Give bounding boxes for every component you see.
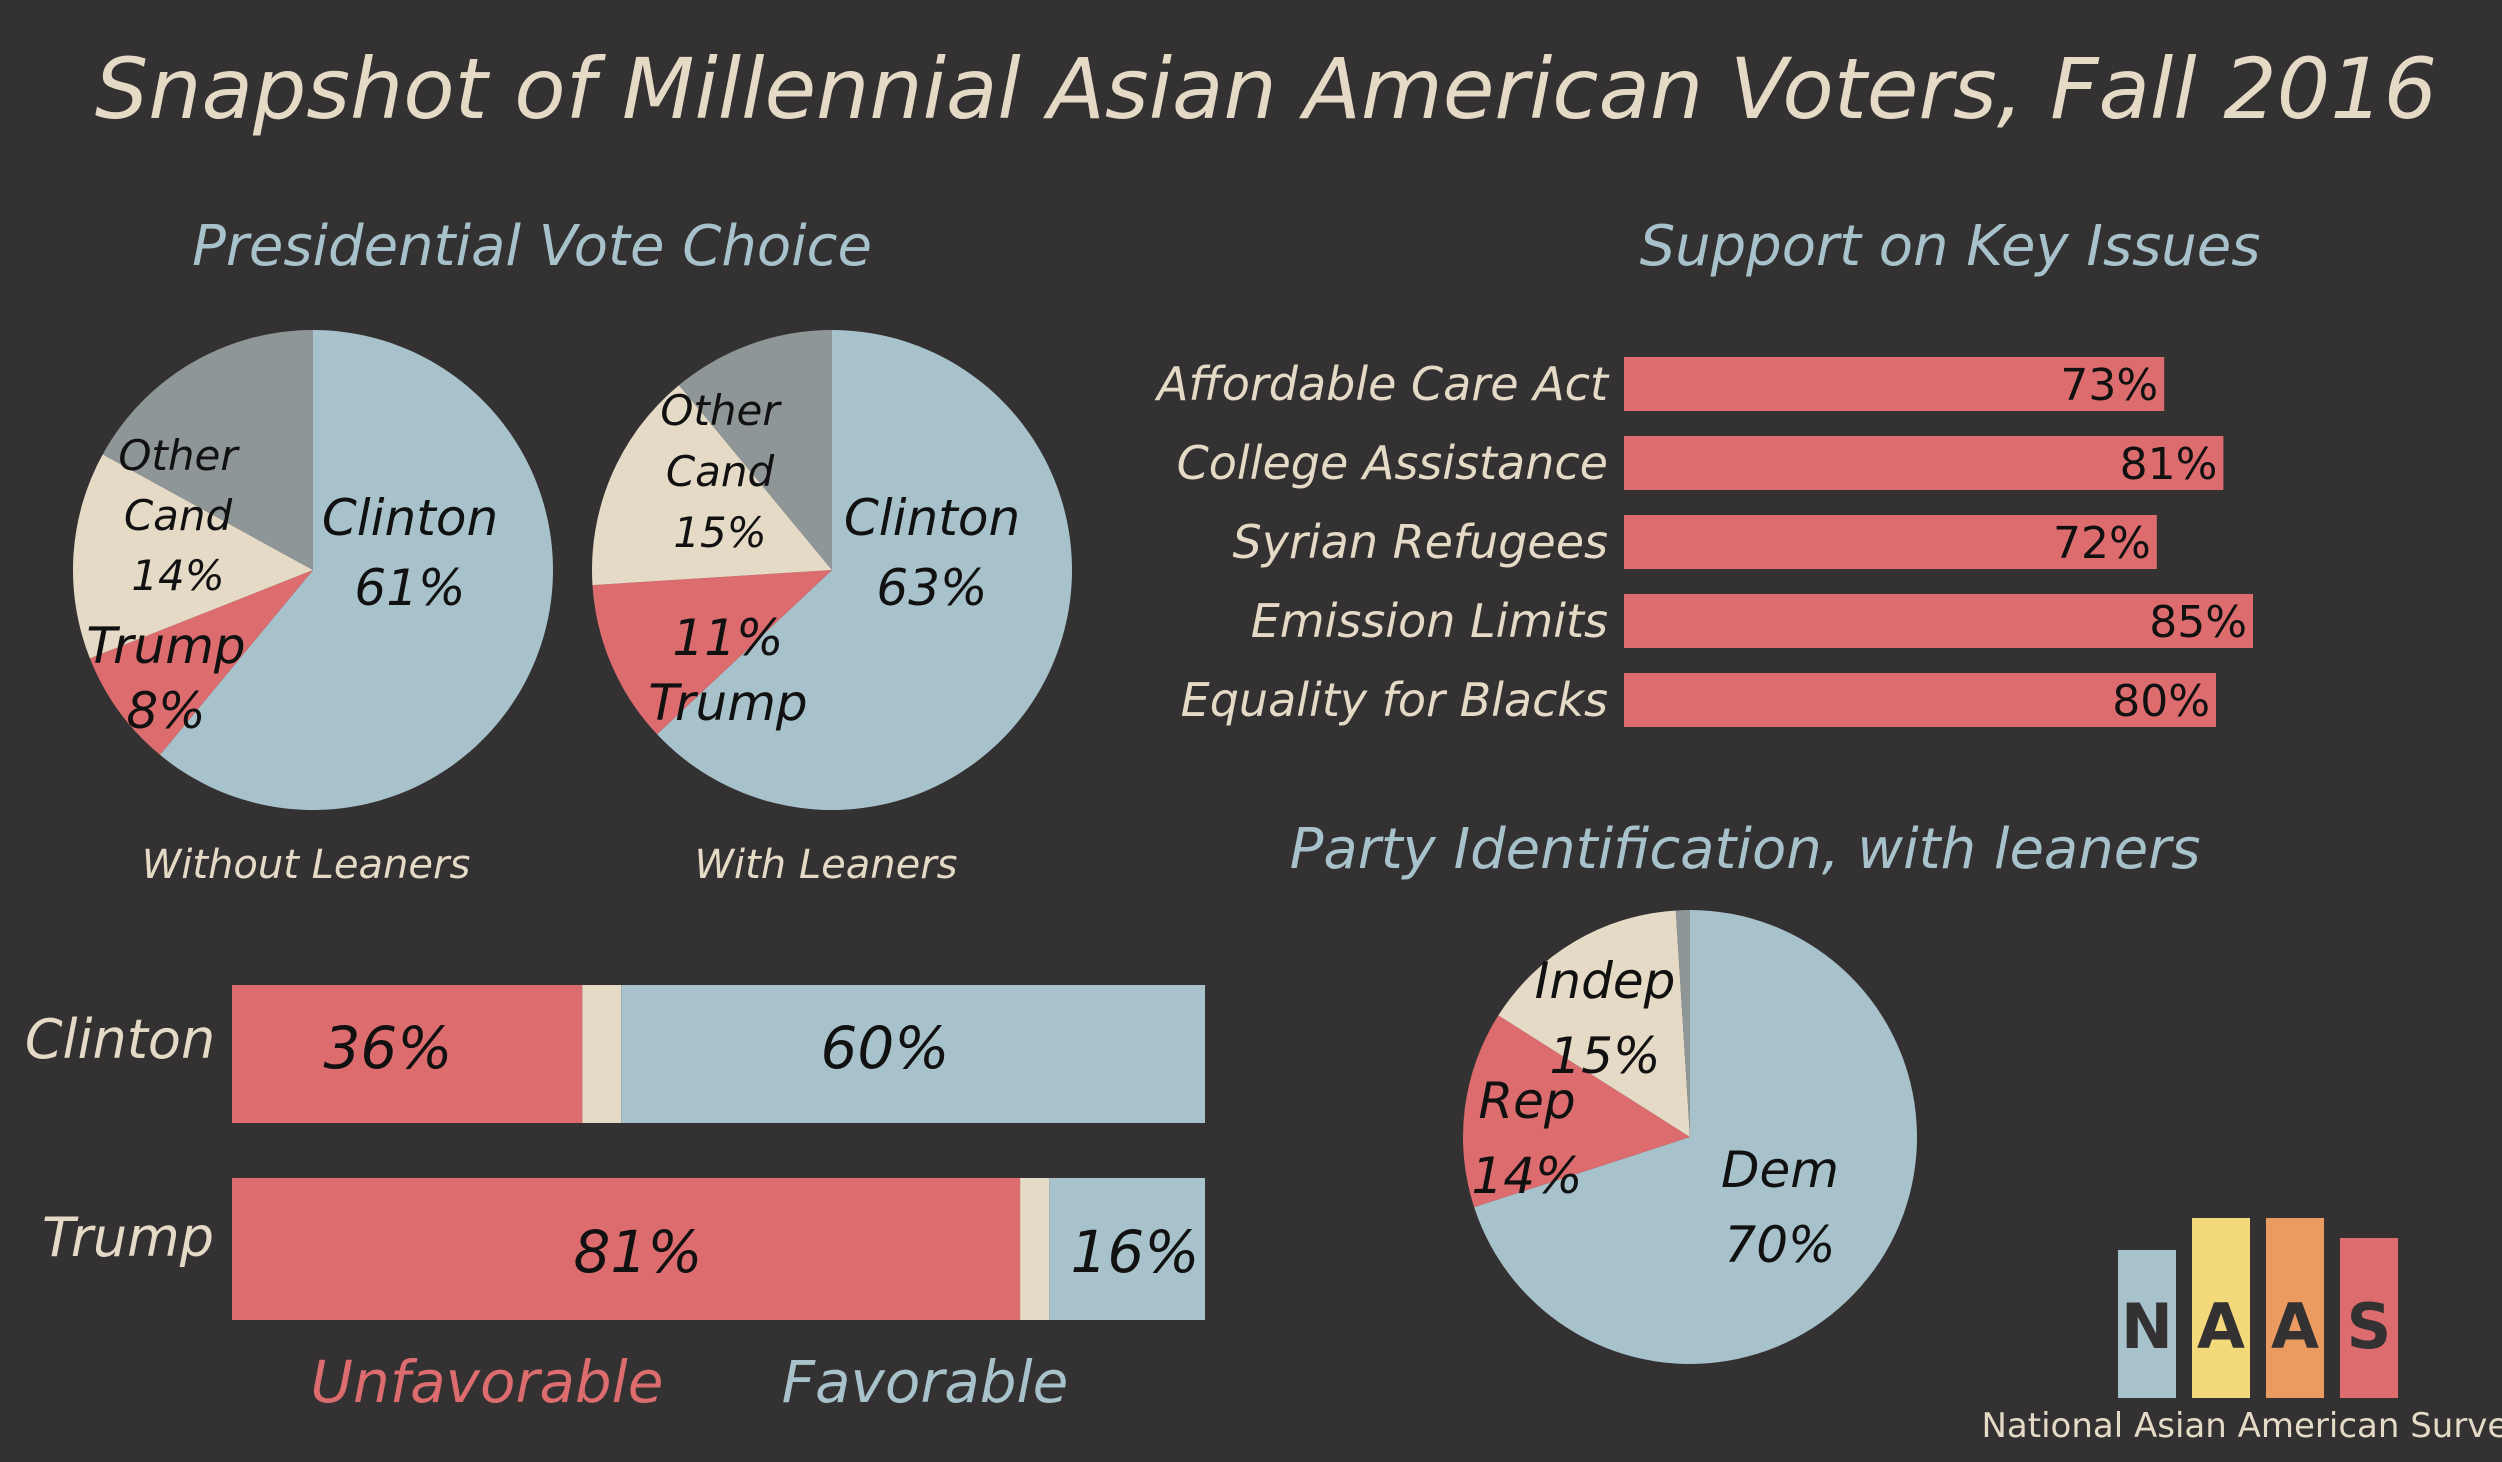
pie-slice-clinton (657, 330, 1073, 811)
party-dem-pct: 70% (1724, 1216, 1835, 1274)
pie2-other-line2: Cand (666, 447, 775, 496)
issue-bar (1624, 594, 2253, 648)
presidential-heading: Presidential Vote Choice (192, 214, 872, 279)
issue-bar (1624, 357, 2165, 411)
party-heading: Party Identification, with leaners (1290, 817, 2201, 882)
fav-clinton-unfav-value: 36% (324, 1014, 453, 1082)
naas-letter-s: S (2347, 1290, 2392, 1363)
pie2-trump-pct: 11% (672, 609, 783, 667)
pie1-trump-name: Trump (86, 617, 245, 675)
issue-label: College Assistance (1177, 436, 1608, 490)
pie1-trump-pct: 8% (126, 682, 205, 740)
issues-heading: Support on Key Issues (1640, 214, 2261, 279)
pie-slice-trump (592, 570, 832, 735)
pie1-clinton-name: Clinton (322, 489, 498, 547)
fav-label-clinton: Clinton (25, 1008, 215, 1071)
naas-letter-n: N (2121, 1290, 2173, 1363)
fav-trump-fav-value: 16% (1071, 1218, 1200, 1286)
pie2-other-pct: 15% (673, 508, 766, 557)
fav-bar-clinton-unfavorable (232, 985, 583, 1123)
party-indep-name: Indep (1535, 952, 1676, 1010)
pie1-other-pct: 14% (131, 551, 224, 600)
pie2-clinton-pct: 63% (876, 559, 987, 617)
party-indep-pct: 15% (1549, 1027, 1660, 1085)
issue-value-label: 72% (2053, 518, 2151, 569)
pie-slice-indep (1498, 910, 1690, 1137)
pie-slice-trump (89, 570, 313, 755)
naas-bar-red (2340, 1238, 2398, 1398)
issues-bar-chart: Affordable Care Act 73% College Assistance… (1154, 357, 2253, 727)
naas-bar-blue (2118, 1250, 2176, 1398)
pie-slice-remainder (1675, 910, 1690, 1137)
party-rep-name: Rep (1478, 1072, 1575, 1130)
pie-slice-dem (1474, 910, 1917, 1365)
party-rep-pct: 14% (1471, 1147, 1582, 1205)
issue-label: Emission Limits (1251, 594, 1608, 648)
naas-letter-a1: A (2197, 1290, 2245, 1363)
fav-bar-trump-neutral (1020, 1178, 1050, 1320)
pie2-trump-name: Trump (648, 674, 807, 732)
fav-bar-trump-unfavorable (232, 1178, 1021, 1320)
pie1-caption: Without Leaners (142, 842, 471, 888)
pie-without-leaners (72, 330, 554, 810)
issue-bar (1624, 673, 2216, 727)
favorability-chart (232, 985, 1205, 1320)
pie2-caption: With Leaners (694, 842, 957, 888)
issue-bar (1624, 436, 2224, 490)
fav-bar-clinton-favorable (621, 985, 1205, 1123)
issue-bar (1624, 515, 2157, 569)
pie-slice-clinton (160, 330, 554, 810)
pie-slice-other-cand (591, 385, 832, 586)
pie-slice-remainder (679, 330, 832, 570)
fav-bar-trump-favorable (1049, 1178, 1205, 1320)
pie2-other-line1: Other (660, 386, 782, 435)
issue-value-label: 81% (2120, 439, 2218, 490)
fav-clinton-fav-value: 60% (821, 1014, 950, 1082)
main-title: Snapshot of Millennial Asian American Vo… (95, 40, 2437, 138)
naas-bar-orange (2266, 1218, 2324, 1398)
issue-label: Equality for Blacks (1181, 673, 1608, 727)
legend-favorable: Favorable (782, 1348, 1069, 1416)
fav-label-trump: Trump (42, 1206, 214, 1269)
pie1-clinton-pct: 61% (354, 559, 465, 617)
pie-slice-other-cand (72, 454, 313, 659)
naas-logo: N A A S National Asian American Survey (1982, 1218, 2502, 1446)
legend-unfavorable: Unfavorable (311, 1348, 664, 1416)
naas-name: National Asian American Survey (1982, 1406, 2502, 1446)
pie-party-id (1463, 910, 1917, 1365)
pie-slice-remainder (102, 330, 313, 570)
pie1-other-line2: Cand (124, 491, 233, 540)
fav-trump-unfav-value: 81% (574, 1218, 703, 1286)
pie-slice-rep (1463, 1015, 1690, 1208)
party-dem-name: Dem (1721, 1141, 1839, 1199)
naas-bar-yellow (2192, 1218, 2250, 1398)
naas-letter-a2: A (2271, 1290, 2319, 1363)
pie-with-leaners (591, 330, 1073, 811)
issue-value-label: 80% (2112, 676, 2210, 727)
issue-label: Affordable Care Act (1154, 357, 1610, 411)
issue-label: Syrian Refugees (1233, 515, 1608, 569)
pie1-other-line1: Other (118, 431, 240, 480)
pie2-clinton-name: Clinton (844, 489, 1020, 547)
issue-value-label: 85% (2149, 597, 2247, 648)
issue-value-label: 73% (2060, 360, 2158, 411)
fav-bar-clinton-neutral (582, 985, 622, 1123)
